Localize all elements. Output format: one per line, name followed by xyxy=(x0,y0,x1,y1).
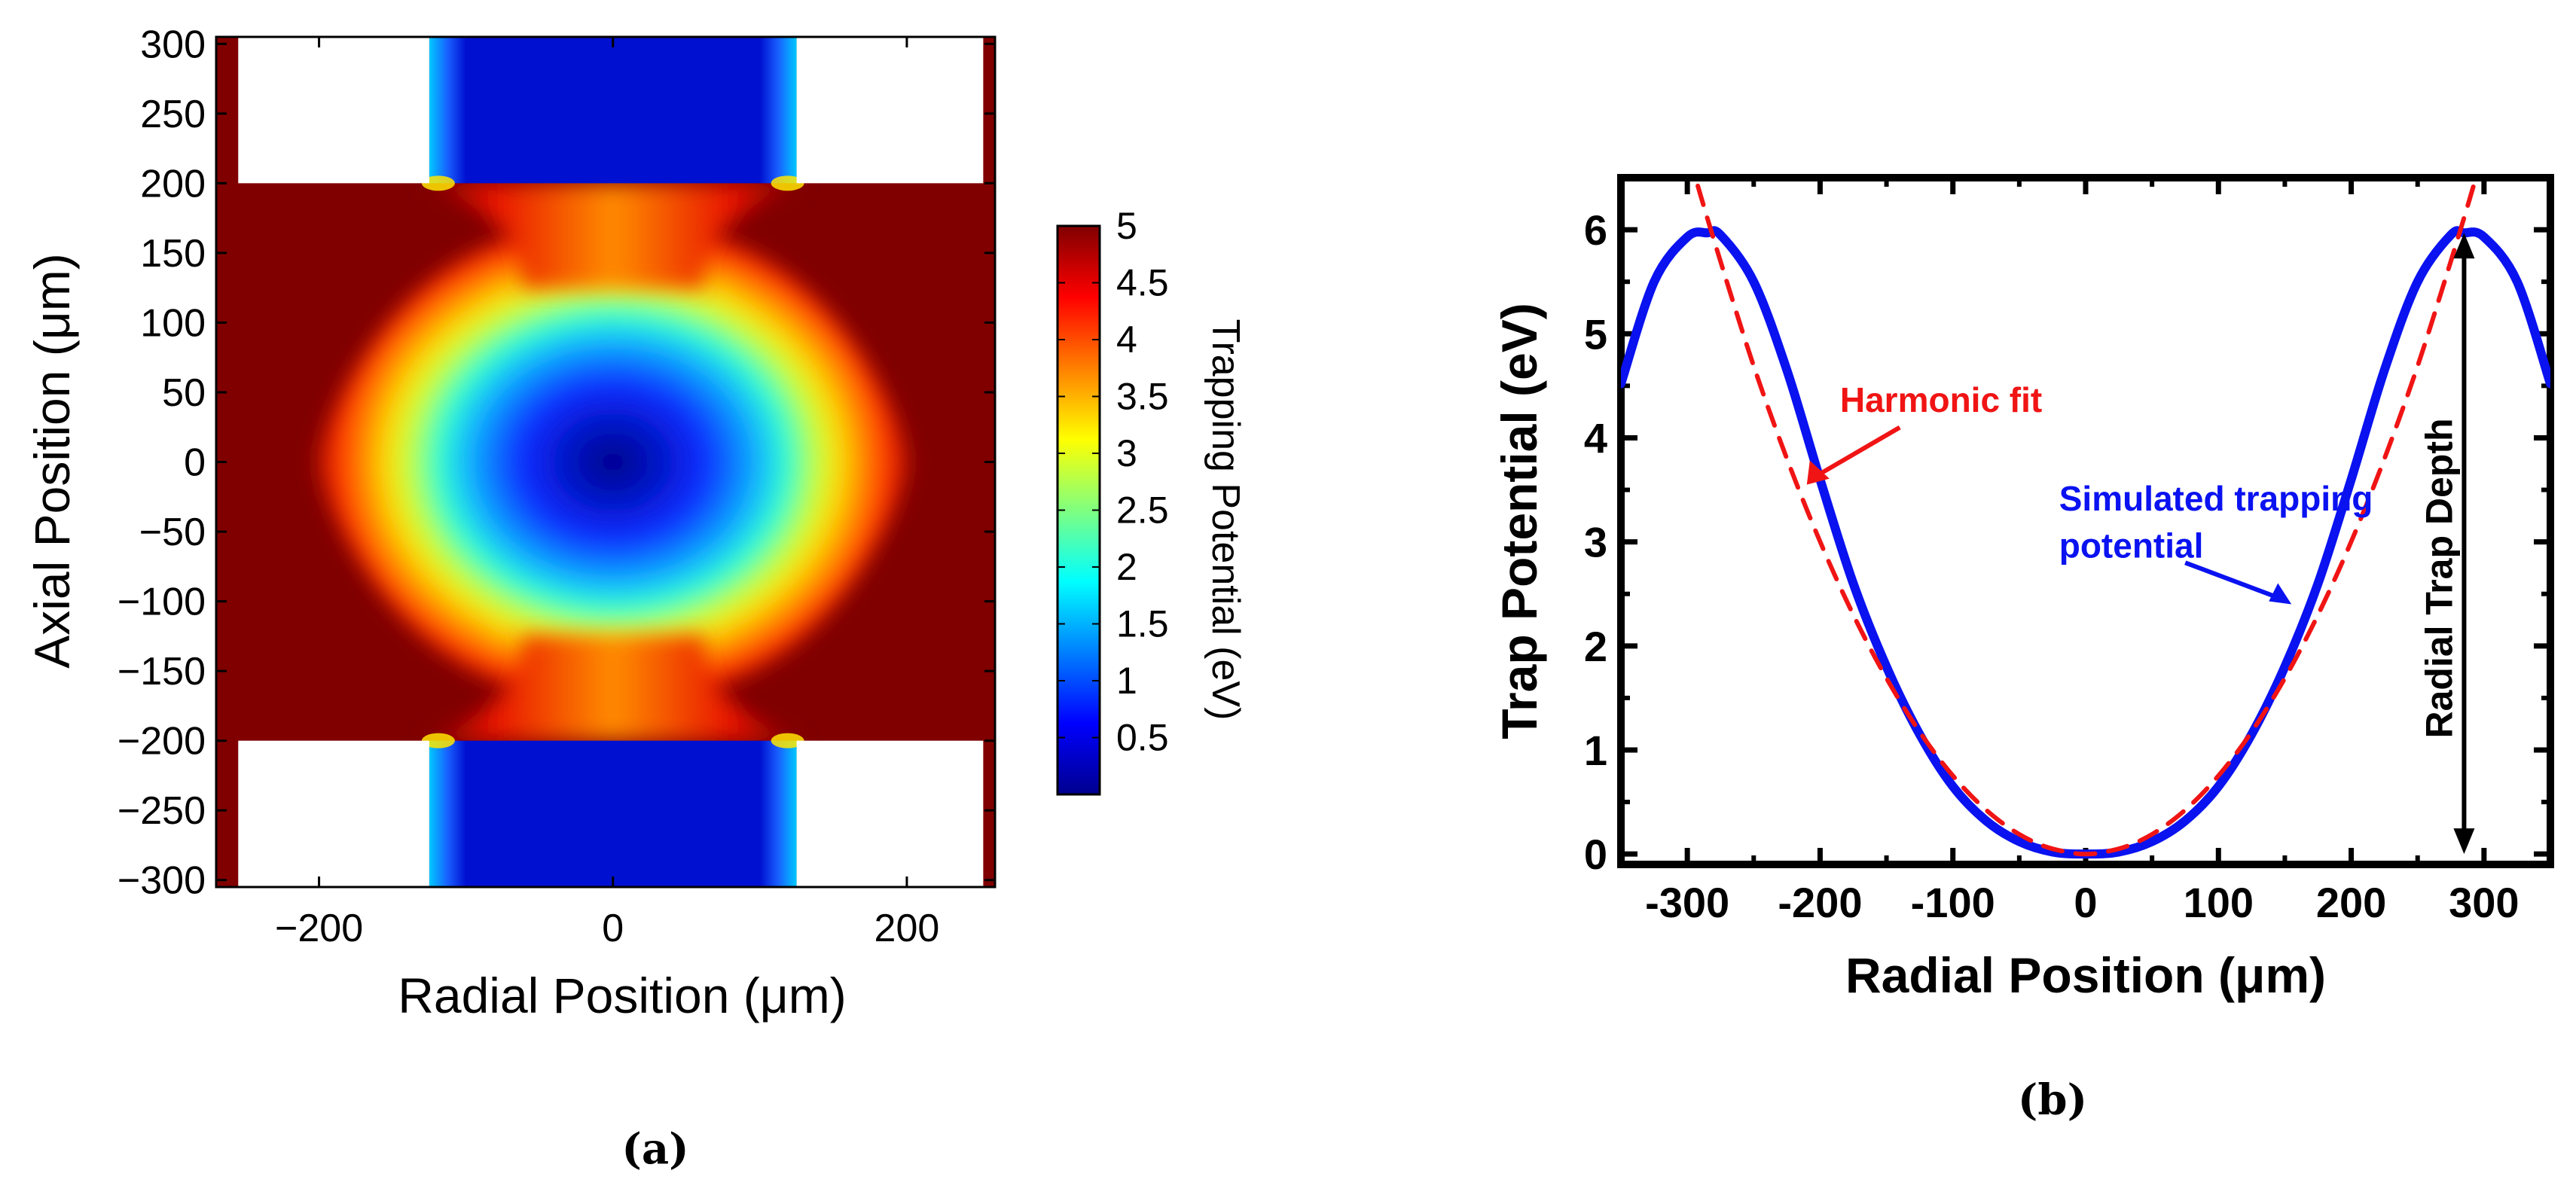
panel-a-heatmap: −200 0 200 300 250 200 150 100 50 0 −50 −100 −150 −20… xyxy=(24,23,1247,1174)
heatmap-y-tick-label: 0 xyxy=(184,441,206,485)
colorbar-tick-label: 1 xyxy=(1116,660,1137,702)
colorbar-tick-label: 1.5 xyxy=(1116,603,1169,645)
colorbar-tick-label: 4 xyxy=(1116,319,1137,361)
heatmap-x-tick-label: 0 xyxy=(602,907,624,950)
electrode-edge-glow xyxy=(421,175,455,191)
heatmap-y-tick-label: 150 xyxy=(140,232,206,276)
line-plot-y-tick-label: 3 xyxy=(1584,519,1607,566)
panel-b-label: (b) xyxy=(2018,1075,2087,1125)
heatmap-y-tick-label: 200 xyxy=(140,162,206,206)
harmonic-fit-arrow-head xyxy=(1806,460,1830,485)
trap-neck-top xyxy=(422,183,804,288)
line-plot-ylabel: Trap Potential (eV) xyxy=(1491,303,1547,739)
heatmap-x-tick-label: 200 xyxy=(874,907,940,950)
line-plot-x-tick-label: 0 xyxy=(2074,879,2097,926)
trap-neck-bottom xyxy=(422,636,804,741)
heatmap-y-tick-label: 300 xyxy=(140,23,206,66)
heatmap-ylabel: Axial Position (μm) xyxy=(24,253,80,669)
line-plot-y-tick-label: 2 xyxy=(1584,623,1607,670)
trap-depth-arrow-head-top xyxy=(2453,233,2475,259)
line-plot-x-tick-label: 100 xyxy=(2184,879,2254,926)
electrode-edge-glow xyxy=(771,733,804,748)
heatmap-y-tick-label: −250 xyxy=(118,789,206,833)
line-plot-y-tick-label: 4 xyxy=(1584,414,1607,462)
colorbar-tick-label: 3 xyxy=(1116,432,1137,474)
line-plot-annotations: Harmonic fit Simulated trapping potential R… xyxy=(1806,233,2475,855)
line-plot-x-tick-label: 300 xyxy=(2449,879,2519,926)
line-plot-x-tick-label: 200 xyxy=(2316,879,2386,926)
simulated-arrow-head xyxy=(2269,583,2292,605)
heatmap-x-tick-label: −200 xyxy=(275,907,363,950)
line-plot-x-tick-label: -200 xyxy=(1778,879,1862,926)
electrode-region xyxy=(429,740,797,887)
trap-depth-annotation: Radial Trap Depth xyxy=(2418,418,2460,738)
simulated-arrow-shaft xyxy=(2184,560,2285,602)
line-plot-x-tick-label: -100 xyxy=(1911,879,1995,926)
colorbar-tick-label: 0.5 xyxy=(1116,717,1169,759)
line-plot-x-tick-label: -300 xyxy=(1645,879,1729,926)
line-plot-y-tick-label: 5 xyxy=(1584,310,1607,358)
panel-b-line-plot: -300 -200 -100 0 100 200 300 0 1 2 3 4 5 6 Harmonic f… xyxy=(1491,174,2554,1125)
heatmap-y-tick-label: 50 xyxy=(162,371,206,415)
electrode-edge-glow xyxy=(421,733,455,748)
line-plot-ticks: -300 -200 -100 0 100 200 300 0 1 2 3 4 5 6 xyxy=(1584,178,2553,926)
line-plot-xlabel: Radial Position (μm) xyxy=(1845,947,2326,1003)
line-plot-series xyxy=(1621,178,2550,859)
trap-depth-arrow-head-bottom xyxy=(2453,828,2475,855)
panel-a-label: (a) xyxy=(621,1124,688,1174)
line-plot-y-tick-label: 6 xyxy=(1584,206,1607,254)
electrode-gap xyxy=(238,37,429,184)
heatmap-potential-shapes xyxy=(238,37,984,887)
electrode-edge-glow xyxy=(771,175,804,191)
line-plot-series-group xyxy=(1621,178,2550,859)
heatmap-y-tick-label: −100 xyxy=(118,581,206,624)
simulated-annotation-line2: potential xyxy=(2059,526,2204,565)
colorbar-tick-label: 3.5 xyxy=(1116,376,1169,418)
heatmap-xlabel: Radial Position (μm) xyxy=(398,968,847,1023)
line-plot-y-tick-label: 1 xyxy=(1584,727,1607,774)
colorbar-tick-label: 2.5 xyxy=(1116,489,1169,532)
harmonic-fit-arrow-shaft xyxy=(1813,425,1901,480)
harmonic-fit-line xyxy=(1692,178,2479,857)
heatmap-ticks: −200 0 200 300 250 200 150 100 50 0 −50 −100 −150 −20… xyxy=(118,23,995,950)
heatmap-y-tick-label: 100 xyxy=(140,301,206,345)
line-plot-y-tick-label: 0 xyxy=(1584,831,1607,878)
electrode-gap xyxy=(796,37,984,184)
colorbar-label: Trapping Potential (eV) xyxy=(1204,319,1247,721)
colorbar-tick-label: 5 xyxy=(1116,205,1137,247)
heatmap-y-tick-label: −300 xyxy=(118,859,206,903)
heatmap-y-tick-label: −50 xyxy=(139,511,206,554)
simulated-annotation-line1: Simulated trapping xyxy=(2059,479,2373,518)
heatmap-field xyxy=(216,37,995,887)
harmonic-fit-annotation: Harmonic fit xyxy=(1840,380,2042,419)
trap-well-region xyxy=(311,210,914,714)
heatmap-y-tick-label: −150 xyxy=(118,650,206,694)
heatmap-y-tick-label: 250 xyxy=(140,93,206,136)
colorbar-ticks: 5 4.5 4 3.5 3 2.5 2 1.5 1 0.5 xyxy=(1058,205,1169,759)
electrode-gap xyxy=(796,740,984,887)
electrode-gap xyxy=(238,740,429,887)
colorbar-tick-label: 4.5 xyxy=(1116,262,1169,304)
colorbar-tick-label: 2 xyxy=(1116,546,1137,588)
line-plot-axes-frame xyxy=(1617,174,2554,868)
electrode-region xyxy=(429,37,797,184)
heatmap-y-tick-label: −200 xyxy=(118,720,206,764)
